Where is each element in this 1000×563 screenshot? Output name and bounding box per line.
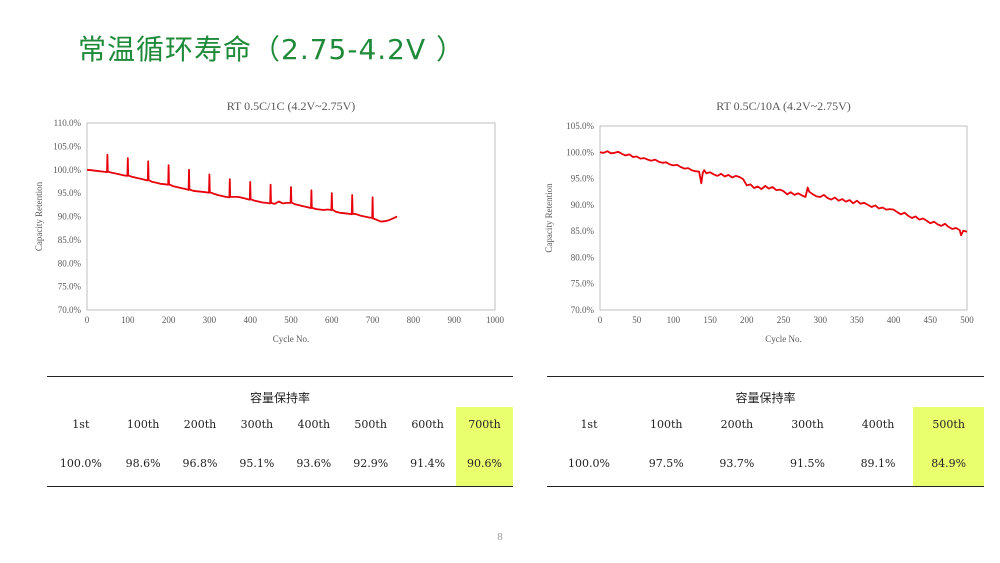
chart-svg: RT 0.5C/10A (4.2V~2.75V) 70.0% 75.0% 80.0% 8… [544, 99, 974, 344]
x-tick-label: 350 [850, 315, 864, 325]
cycle-header: 100th [126, 417, 160, 431]
x-tick-label: 300 [203, 315, 217, 325]
cycle-header: 300th [240, 417, 274, 431]
cycle-header: 600th [411, 417, 444, 431]
x-tick-label: 500 [960, 315, 974, 325]
retention-value: 89.1% [842, 441, 914, 487]
y-tick-label: 80.0% [58, 258, 82, 268]
x-tick-label: 900 [447, 315, 461, 325]
x-tick-label: 50 [632, 315, 642, 325]
x-axis-label: Cycle No. [273, 334, 310, 344]
retention-table-10a: 容量保持率 1st 100th 200th 300th 400th 500th … [547, 376, 984, 487]
table-title: 容量保持率 [47, 376, 513, 407]
x-tick-label: 200 [740, 315, 754, 325]
capacity-series-line [599, 150, 968, 237]
x-tick-label: 500 [284, 315, 298, 325]
table-title: 容量保持率 [547, 376, 984, 407]
x-tick-label: 0 [85, 315, 90, 325]
y-tick-label: 90.0% [58, 212, 82, 222]
plot-area [86, 122, 496, 311]
cycle-header: 1st [72, 417, 90, 431]
cycle-header: 100th [650, 417, 683, 431]
retention-value: 97.5% [630, 441, 702, 487]
cycle-header: 400th [861, 417, 895, 431]
retention-value: 95.1% [228, 441, 286, 487]
capacity-series-line [86, 153, 398, 223]
x-tick-label: 150 [703, 315, 717, 325]
y-tick-label: 75.0% [58, 282, 82, 292]
cycle-header: 400th [297, 417, 331, 431]
x-tick-label: 300 [813, 315, 827, 325]
cycle-header: 200th [183, 417, 217, 431]
y-tick-label: 90.0% [571, 200, 595, 210]
retention-value-highlighted: 84.9% [913, 441, 984, 487]
cycle-header-highlighted: 700th [456, 407, 513, 441]
y-tick-label: 100.0% [566, 147, 594, 157]
retention-table-1c: 容量保持率 1st 100th 200th 300th 400th 500th … [47, 376, 513, 487]
x-tick-label: 400 [243, 315, 257, 325]
y-tick-label: 80.0% [571, 252, 595, 262]
y-tick-label: 105.0% [53, 141, 81, 151]
retention-value: 92.9% [342, 441, 400, 487]
cycle-header: 1st [580, 417, 598, 431]
y-tick-label: 110.0% [54, 118, 82, 128]
chart-title: RT 0.5C/10A (4.2V~2.75V) [716, 99, 851, 113]
retention-value: 93.7% [701, 441, 773, 487]
retention-value: 91.5% [772, 441, 843, 487]
cycle-life-chart-10a: RT 0.5C/10A (4.2V~2.75V) 70.0% 75.0% 80.0% 8… [540, 92, 990, 352]
chart-svg: RT 0.5C/1C (4.2V~2.75V) 70.0% 75.0% 80.0% 85… [34, 99, 505, 344]
retention-value: 96.8% [171, 441, 229, 487]
chart-title: RT 0.5C/1C (4.2V~2.75V) [227, 99, 356, 113]
x-tick-label: 100 [667, 315, 681, 325]
x-tick-label: 800 [407, 315, 421, 325]
retention-value-highlighted: 90.6% [456, 441, 513, 487]
page-number: 8 [497, 531, 503, 543]
y-tick-label: 70.0% [58, 305, 82, 315]
retention-value: 93.6% [285, 441, 343, 487]
x-tick-label: 100 [121, 315, 135, 325]
y-axis-label: Capacity Retention [544, 183, 554, 253]
x-tick-label: 400 [887, 315, 901, 325]
x-tick-label: 200 [162, 315, 176, 325]
y-tick-label: 100.0% [53, 165, 81, 175]
x-tick-label: 450 [924, 315, 938, 325]
x-tick-label: 700 [366, 315, 380, 325]
y-tick-label: 85.0% [571, 226, 595, 236]
x-tick-label: 600 [325, 315, 339, 325]
cycle-header-highlighted: 500th [913, 407, 984, 441]
y-tick-label: 75.0% [571, 279, 595, 289]
cycle-header: 200th [720, 417, 754, 431]
cycle-header: 300th [791, 417, 824, 431]
plot-area [599, 125, 968, 311]
retention-value: 100.0% [547, 441, 631, 487]
y-tick-label: 85.0% [58, 235, 82, 245]
cycle-header: 500th [354, 417, 387, 431]
x-tick-label: 0 [598, 315, 603, 325]
y-tick-label: 105.0% [566, 121, 594, 131]
retention-value: 98.6% [114, 441, 172, 487]
retention-value: 91.4% [399, 441, 457, 487]
x-tick-label: 1000 [486, 315, 505, 325]
slide-title: 常温循环寿命（2.75-4.2V ） [78, 33, 466, 66]
cycle-life-chart-1c: RT 0.5C/1C (4.2V~2.75V) 70.0% 75.0% 80.0% 85… [30, 92, 510, 352]
retention-value: 100.0% [47, 441, 115, 487]
x-axis-label: Cycle No. [765, 334, 802, 344]
y-tick-label: 95.0% [571, 174, 595, 184]
y-axis-label: Capacity Retention [34, 181, 44, 251]
y-tick-label: 70.0% [571, 305, 595, 315]
y-tick-label: 95.0% [58, 188, 82, 198]
x-tick-label: 250 [777, 315, 791, 325]
